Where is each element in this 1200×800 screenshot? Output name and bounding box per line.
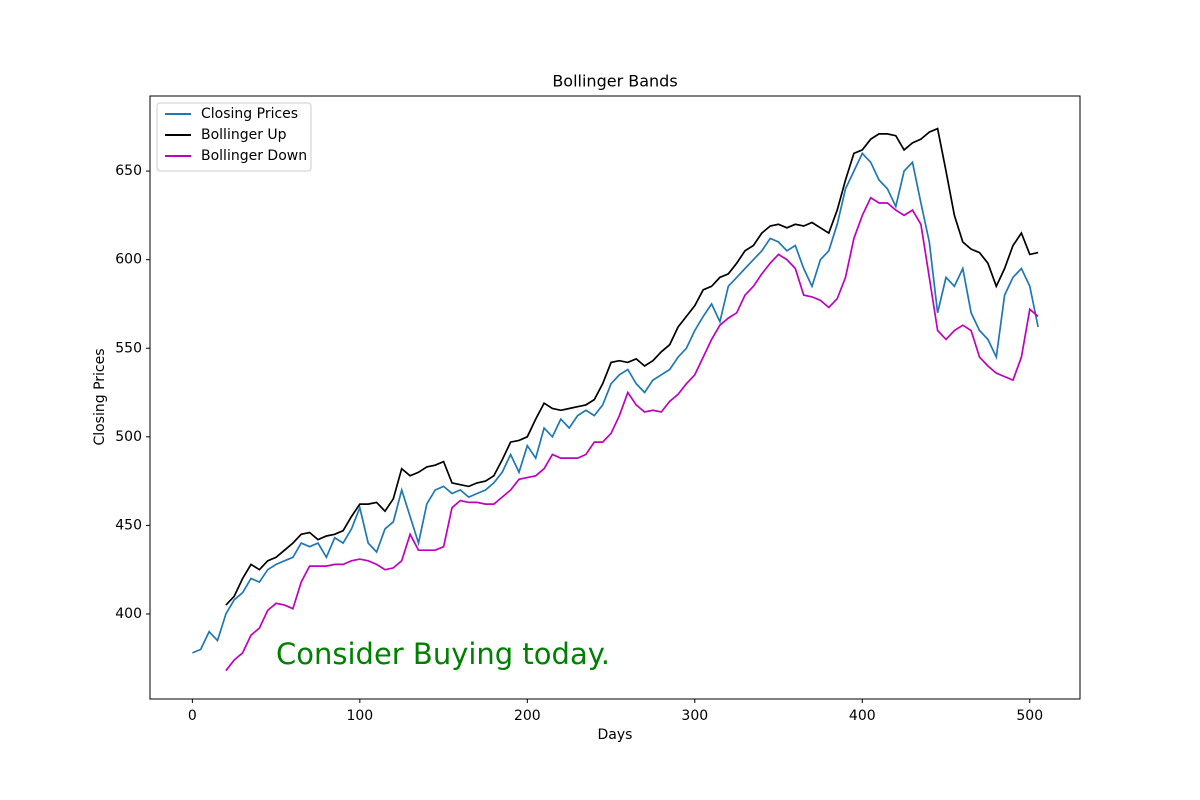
x-tick-label: 300 [681,708,708,724]
x-tick-label: 400 [849,708,876,724]
x-tick-label: 100 [346,708,373,724]
chart-title: Bollinger Bands [552,72,677,91]
legend-box [156,102,312,172]
legend-label: Bollinger Down [201,148,307,164]
y-tick-label: 600 [115,252,142,268]
y-tick-label: 550 [115,340,142,356]
x-tick-label: 200 [514,708,541,724]
x-axis-label: Days [598,727,633,743]
annotation: Consider Buying today. [276,637,610,671]
x-tick-label: 0 [188,708,197,724]
series-line [192,151,1039,654]
plot-frame [149,95,1081,700]
legend-label: Closing Prices [201,106,298,122]
y-tick-label: 500 [115,429,142,445]
series-line [225,196,1039,672]
x-tick-label: 500 [1016,708,1043,724]
y-tick-label: 650 [115,163,142,179]
y-tick-label: 450 [115,517,142,533]
series-line [225,127,1039,606]
y-axis-label: Closing Prices [92,348,108,445]
legend-label: Bollinger Up [201,127,287,143]
y-tick-label: 400 [115,606,142,622]
